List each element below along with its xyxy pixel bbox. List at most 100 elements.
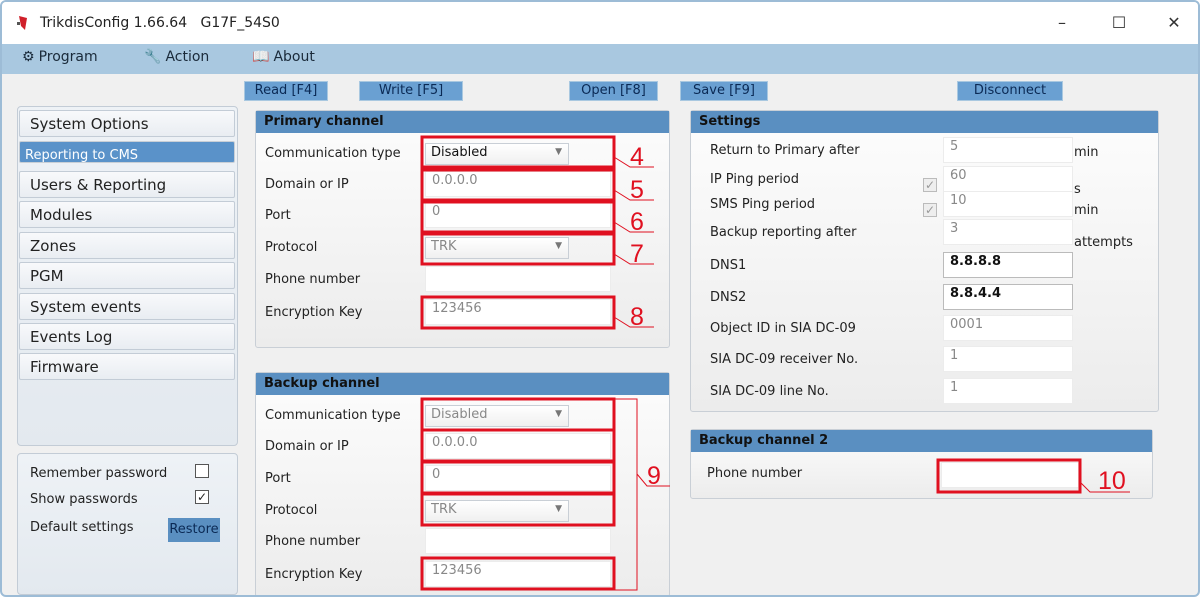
primary-channel-panel: Primary channel Communication type Disable… — [255, 110, 670, 348]
sidebar-item-zones[interactable]: Zones — [19, 232, 235, 259]
open-button[interactable]: Open [F8] — [569, 81, 658, 101]
close-button[interactable]: ✕ — [1167, 13, 1181, 32]
settings-header: Settings — [691, 111, 1158, 133]
sidebar-item-modules[interactable]: Modules — [19, 201, 235, 228]
sidebar-item-system-options[interactable]: System Options — [19, 110, 235, 137]
primary-domain-or-ip-input[interactable]: 0.0.0.0 — [425, 171, 611, 197]
primary-label: Port — [265, 208, 291, 223]
sidebar-item-firmware[interactable]: Firmware — [19, 353, 235, 380]
backup-communication-type-select[interactable]: Disabled ▼ — [425, 405, 569, 427]
annotation-box — [420, 295, 616, 330]
default-settings-label: Default settings — [30, 520, 134, 535]
annotation-leader — [613, 316, 654, 328]
annotation-box — [420, 428, 616, 463]
primary-encryption-key-input[interactable]: 123456 — [425, 299, 611, 325]
gear-icon: ⚙ — [22, 49, 35, 65]
wrench-icon: 🔧 — [144, 49, 162, 65]
chevron-down-icon: ▼ — [555, 409, 562, 419]
annotation-number: 6 — [630, 208, 644, 236]
setting-input[interactable]: 10 — [943, 191, 1073, 217]
settings-label: DNS2 — [710, 290, 747, 305]
backup-domain-or-ip-input[interactable]: 0.0.0.0 — [425, 433, 611, 459]
annotation-leader — [1079, 481, 1130, 493]
setting-input[interactable]: 1 — [943, 378, 1073, 404]
annotation-box — [936, 458, 1082, 494]
setting-input[interactable]: 3 — [943, 219, 1073, 245]
settings-label: SMS Ping period — [710, 197, 816, 212]
unit-label: s — [1074, 182, 1081, 197]
settings-label: IP Ping period — [710, 172, 800, 187]
annotation-number: 8 — [630, 303, 644, 331]
minimize-button[interactable]: – — [1058, 13, 1066, 32]
maximize-button[interactable]: ☐ — [1111, 13, 1127, 32]
phone-number-label: Phone number — [707, 466, 803, 481]
sidebar-item-reporting-to-cms[interactable]: Reporting to CMS — [19, 141, 235, 163]
backup-label: Communication type — [265, 408, 401, 423]
annotation-number: 7 — [630, 240, 644, 268]
chevron-down-icon: ▼ — [555, 241, 562, 251]
sidebar-item-pgm[interactable]: PGM — [19, 262, 235, 289]
annotation-leader — [613, 221, 654, 233]
title-bar: TrikdisConfig 1.66.64 G17F_54S0 – ☐ ✕ — [2, 2, 1198, 44]
backup-label: Domain or IP — [265, 439, 349, 454]
primary-label: Phone number — [265, 272, 361, 287]
sidebar-item-users-reporting[interactable]: Users & Reporting — [19, 171, 235, 198]
menu-bar: ⚙ Program 🔧 Action 📖 About — [2, 44, 1198, 74]
setting-input[interactable]: 0001 — [943, 315, 1073, 341]
annotation-number: 9 — [647, 462, 661, 490]
backup-encryption-key-input[interactable]: 123456 — [425, 561, 611, 587]
setting-checkbox[interactable]: ✓ — [923, 203, 937, 217]
setting-checkbox[interactable]: ✓ — [923, 178, 937, 192]
primary-communication-type-select[interactable]: Disabled ▼ — [425, 143, 569, 165]
annotation-leader — [636, 473, 670, 487]
primary-protocol-select[interactable]: TRK ▼ — [425, 237, 569, 259]
primary-label: Communication type — [265, 146, 401, 161]
annotation-box — [420, 232, 616, 266]
backup-protocol-select[interactable]: TRK ▼ — [425, 500, 569, 522]
remember-password-checkbox[interactable] — [195, 464, 209, 478]
sidebar-item-system-events[interactable]: System events — [19, 293, 235, 320]
primary-select-value: TRK — [431, 239, 457, 254]
setting-input[interactable]: 8.8.4.4 — [943, 284, 1073, 310]
backup-label: Phone number — [265, 534, 361, 549]
primary-header: Primary channel — [256, 111, 669, 133]
backup2-phone-input[interactable] — [941, 462, 1079, 488]
window-title: TrikdisConfig 1.66.64 G17F_54S0 — [40, 15, 280, 31]
unit-label: min — [1074, 203, 1099, 218]
primary-phone-number-input[interactable] — [425, 266, 611, 292]
disconnect-button[interactable]: Disconnect — [957, 81, 1063, 101]
menu-program[interactable]: ⚙ Program — [22, 49, 98, 65]
primary-label: Encryption Key — [265, 305, 363, 320]
sidebar-item-events-log[interactable]: Events Log — [19, 323, 235, 350]
chevron-down-icon: ▼ — [555, 147, 562, 157]
annotation-number: 4 — [630, 143, 644, 171]
restore-button[interactable]: Restore — [168, 518, 220, 542]
backup-label: Port — [265, 471, 291, 486]
backup-channel-2-panel: Backup channel 2 Phone number — [690, 429, 1153, 499]
backup-port-input[interactable]: 0 — [425, 465, 611, 491]
settings-label: SIA DC-09 receiver No. — [710, 352, 859, 367]
annotation-leader — [613, 253, 654, 265]
chevron-down-icon: ▼ — [555, 504, 562, 514]
annotation-box — [420, 168, 616, 202]
setting-input[interactable]: 1 — [943, 346, 1073, 372]
primary-select-value: Disabled — [431, 145, 488, 160]
primary-port-input[interactable]: 0 — [425, 202, 611, 228]
menu-action[interactable]: 🔧 Action — [144, 49, 210, 65]
backup-select-value: Disabled — [431, 407, 488, 422]
backup-select-value: TRK — [431, 502, 457, 517]
setting-input[interactable]: 5 — [943, 137, 1073, 163]
save-button[interactable]: Save [F9] — [680, 81, 768, 101]
backup-label: Protocol — [265, 503, 318, 518]
book-icon: 📖 — [252, 49, 270, 65]
write-button[interactable]: Write [F5] — [359, 81, 463, 101]
settings-label: Return to Primary after — [710, 143, 860, 158]
backup-phone-number-input[interactable] — [425, 528, 611, 554]
show-passwords-checkbox[interactable]: ✓ — [195, 490, 209, 504]
remember-password-label: Remember password — [30, 466, 168, 481]
setting-input[interactable]: 8.8.8.8 — [943, 252, 1073, 278]
annotation-box — [420, 200, 616, 234]
menu-about[interactable]: 📖 About — [252, 49, 315, 65]
read-button[interactable]: Read [F4] — [244, 81, 328, 101]
